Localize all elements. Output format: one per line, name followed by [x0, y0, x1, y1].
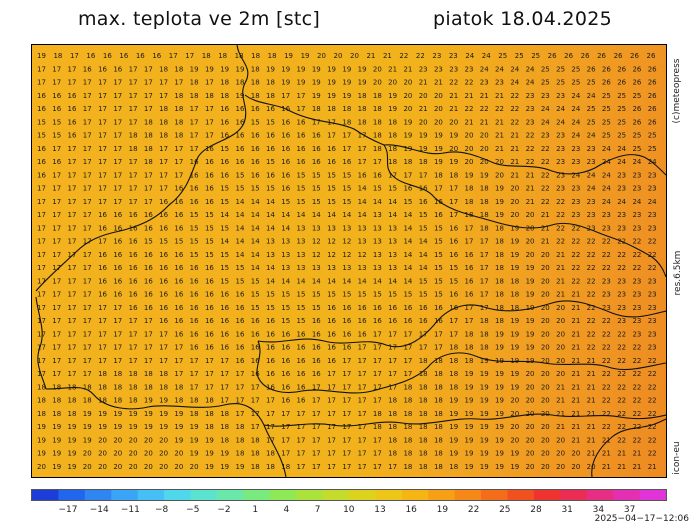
temperature-row: 17 17 17 17 17 17 17 17 17 16 16 16 16 16 16 16 16 16 16 16…: [37, 330, 657, 338]
color-scale-tick-label: 10: [343, 505, 355, 515]
color-scale-bar: [31, 489, 667, 501]
temperature-row: 17 17 17 17 17 17 17 17 17 17 17 17 17 16 16 16 16 16 16 16…: [37, 357, 657, 365]
color-scale-swatch: [586, 490, 614, 500]
color-scale-tick-label: 7: [314, 505, 321, 515]
temperature-row: 17 17 17 17 16 16 16 16 16 16 16 16 15 15 15 14 14 14 14 14…: [37, 277, 657, 285]
temperature-row: 17 17 17 17 17 17 17 17 17 16 16 16 15 15 15 15 16 15 15 15…: [37, 185, 657, 193]
color-scale-swatch: [401, 490, 429, 500]
country-border: [591, 418, 666, 477]
color-scale-ticks: −17 −14 −11 −8 −5 −2 1 4 7 10 13 16 19 22 25 28 31 34 37: [31, 505, 667, 519]
color-scale-swatch: [216, 490, 244, 500]
temperature-row: 17 17 17 17 16 16 16 16 16 16 16 16 15 15 14 14 13 13 13 13…: [37, 264, 657, 272]
temperature-row: 19 19 19 19 20 20 20 20 20 19 19 19 18 18 18 17 17 17 17 17…: [37, 436, 657, 444]
country-border: [35, 45, 249, 292]
temperature-row: 17 17 17 17 16 16 16 16 16 16 15 15 14 14 14 14 14 14 14 14…: [37, 211, 657, 219]
temperature-row: 16 16 17 17 17 17 17 18 17 17 16 16 16 16 16 15 16 16 16 16…: [37, 158, 657, 166]
model-run-timestamp: 2025−04−17−12:06: [594, 514, 689, 524]
temperature-row: 17 17 17 17 16 16 16 16 16 16 15 15 15 14 14 13 13 13 12 12…: [37, 251, 657, 259]
temperature-row: 19 19 19 20 20 20 20 20 20 20 19 19 19 18 18 18 17 17 17 17…: [37, 450, 657, 458]
temperature-row: 19 18 17 16 16 16 16 16 17 17 18 18 18 18 18 19 19 20 20 20…: [37, 52, 656, 60]
temperature-row: 16 17 17 17 17 17 17 17 17 17 16 16 16 15 16 16 16 15 15 15…: [37, 171, 657, 179]
temperature-row: 15 15 16 17 17 17 17 18 18 18 17 17 16 16 15 15 16 16 17 17…: [37, 118, 657, 126]
color-scale-swatch: [32, 490, 60, 500]
color-scale-swatch: [481, 490, 509, 500]
color-scale-tick-label: −11: [120, 505, 140, 515]
temperature-row: 15 15 16 17 17 17 18 18 18 18 17 17 16 16 16 16 16 16 16 17…: [37, 132, 657, 140]
resolution-label: res.6.5km: [673, 250, 683, 296]
forecast-date: piatok 18.04.2025: [433, 8, 612, 30]
country-border: [244, 94, 385, 146]
color-scale-swatch: [613, 490, 641, 500]
color-scale-swatch: [296, 490, 324, 500]
temperature-map: 19 18 17 16 16 16 16 16 17 17 18 18 18 18 18 19 19 20 20 20…: [31, 44, 667, 478]
color-scale-tick-label: 22: [467, 505, 480, 515]
color-scale-swatch: [137, 490, 165, 500]
temperature-grid: 19 18 17 16 16 16 16 16 17 17 18 18 18 18 18 19 19 20 20 20…: [35, 45, 666, 477]
temperature-row: 18 18 18 18 18 18 18 18 18 18 17 17 17 17 17 16 16 16 17 17…: [37, 383, 657, 391]
color-scale-swatch: [560, 490, 588, 500]
country-border: [263, 413, 666, 427]
color-scale-tick-label: 13: [374, 505, 386, 515]
temperature-row: 17 17 17 17 17 17 17 17 16 16 16 16 15 14 14 14 15 15 15 15…: [37, 198, 657, 206]
color-scale-tick-label: 1: [252, 505, 259, 515]
temperature-row: 17 17 17 17 17 16 16 15 15 15 15 15 14 14 14 13 13 13 12 12…: [37, 238, 657, 246]
color-scale-tick-label: 28: [530, 505, 542, 515]
color-scale-tick-label: 37: [623, 505, 636, 515]
color-scale-swatch: [243, 490, 271, 500]
temperature-row: 18 18 18 18 18 18 18 19 19 18 18 18 17 17 17 17 16 16 17 17…: [37, 397, 657, 405]
country-border: [383, 144, 666, 278]
temperature-row: 18 18 18 19 19 19 19 19 19 19 18 18 18 17 17 17 17 17 17 17…: [37, 410, 657, 418]
color-scale-tick-label: −14: [89, 505, 109, 515]
country-border: [35, 296, 47, 390]
color-scale-swatch: [269, 490, 297, 500]
color-scale-swatch: [454, 490, 482, 500]
color-scale-swatch: [58, 490, 86, 500]
color-scale-tick-label: −8: [154, 505, 169, 515]
temperature-row: 16 16 16 17 17 17 17 17 18 18 17 17 16 16 16 16 16 17 18 18…: [37, 105, 657, 113]
temperature-row: 17 17 17 16 16 16 17 17 18 18 19 19 19 19 18 19 19 19 19 19…: [37, 65, 657, 73]
temperature-row: 16 17 17 17 17 17 18 18 17 17 17 16 15 16 16 16 16 16 16 16…: [37, 145, 657, 153]
color-scale-swatch: [84, 490, 112, 500]
color-scale-swatch: [428, 490, 456, 500]
color-scale-swatch: [375, 490, 403, 500]
copyright-label: (c)meteopress: [672, 58, 682, 124]
color-scale-swatch: [322, 490, 350, 500]
color-scale-swatch: [349, 490, 377, 500]
temperature-row: 19 19 19 19 19 19 19 19 19 19 19 18 18 18 17 17 17 17 17 17…: [37, 423, 657, 431]
temperature-row: 17 17 17 17 16 16 16 16 16 16 16 16 16 16 15 15 15 15 15 15…: [37, 291, 657, 299]
temperature-row: 20 19 19 20 20 20 20 20 20 20 20 19 19 19 18 18 18 17 17 17…: [37, 463, 657, 471]
color-scale-swatch: [533, 490, 561, 500]
color-scale-tick-label: 16: [405, 505, 417, 515]
color-scale-tick-label: 34: [592, 505, 605, 515]
country-border: [257, 300, 666, 348]
temperature-row: 16 16 16 17 17 17 17 17 17 18 18 18 18 19 18 18 17 17 19 19…: [37, 92, 657, 100]
color-scale-swatch: [164, 490, 192, 500]
color-scale-tick-label: 4: [283, 505, 290, 515]
color-scale-tick-label: −2: [217, 505, 231, 515]
color-scale-tick-label: 31: [561, 505, 573, 515]
model-label: icon-eu: [672, 441, 682, 475]
temperature-row: 17 17 17 17 17 17 16 16 16 16 16 16 16 16 15 15 15 15 15 16…: [37, 304, 657, 312]
temperature-row: 17 17 17 17 17 17 17 17 17 17 16 16 16 16 16 16 16 16 16 16…: [37, 344, 657, 352]
country-border: [383, 144, 666, 176]
temperature-row: 17 17 17 17 16 16 16 16 16 16 15 15 15 14 14 14 14 13 13 13…: [37, 224, 657, 232]
color-scale-swatch: [190, 490, 218, 500]
temperature-row: 17 17 17 17 18 18 18 18 18 17 17 17 17 17 16 16 16 16 16 17…: [37, 370, 657, 378]
temperature-row: 17 17 17 17 17 17 17 17 17 17 18 17 18 18 18 18 19 19 19 19…: [37, 79, 657, 87]
color-scale-tick-label: −5: [186, 505, 200, 515]
color-scale-tick-label: −17: [58, 505, 78, 515]
country-border: [256, 340, 666, 394]
color-scale-swatch: [507, 490, 535, 500]
country-border: [45, 386, 287, 477]
color-scale-swatch: [111, 490, 139, 500]
color-scale-tick-label: 19: [436, 505, 449, 515]
temperature-row: 17 17 17 17 17 17 17 17 16 16 16 16 16 16 16 16 15 15 16 16…: [37, 317, 657, 325]
color-scale-tick-label: 25: [499, 505, 511, 515]
color-scale-swatch: [639, 490, 666, 500]
map-title: max. teplota ve 2m [stc]: [78, 8, 321, 30]
